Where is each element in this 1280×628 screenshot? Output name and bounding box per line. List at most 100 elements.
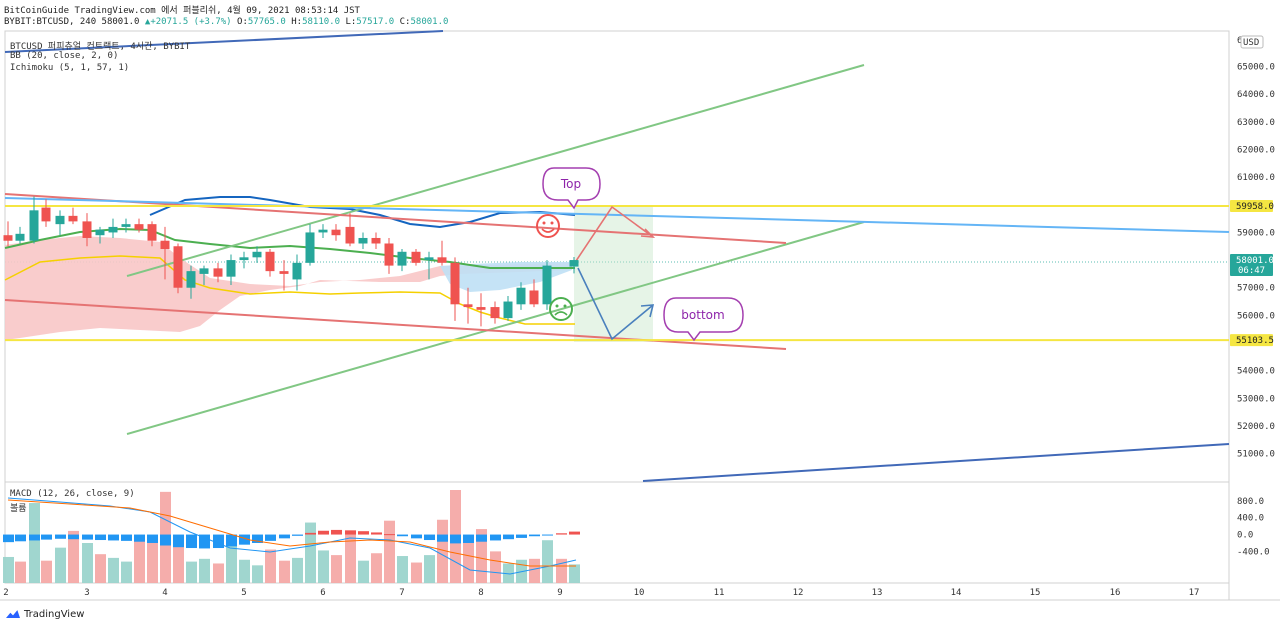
price-tick-7[interactable]: 56000.0 bbox=[1237, 311, 1275, 321]
macd-hist-bar-9 bbox=[121, 534, 132, 541]
high-value: 58110.0 bbox=[302, 17, 341, 27]
volume-bar-0 bbox=[3, 556, 14, 583]
volume-bar-10 bbox=[134, 536, 145, 583]
macd-tick-2[interactable]: 0.0 bbox=[1237, 531, 1253, 541]
legend-macd[interactable]: MACD (12, 26, close, 9) bbox=[10, 489, 135, 499]
volume-bar-6 bbox=[82, 543, 93, 583]
ohlc-bar: BYBIT:BTCUSD, 240 58001.0 ▲+2071.5 (+3.7… bbox=[4, 17, 448, 27]
channel-upper-line bbox=[126, 64, 865, 277]
time-tick-5[interactable]: 7 bbox=[399, 588, 404, 598]
time-tick-4[interactable]: 6 bbox=[320, 588, 325, 598]
price-tick-8[interactable]: 54000.0 bbox=[1237, 367, 1275, 377]
annotations[interactable]: Top bottom bbox=[536, 167, 744, 342]
price-tick-1[interactable]: 64000.0 bbox=[1237, 90, 1275, 100]
cloud-bullish-area bbox=[440, 262, 572, 292]
candle-body-10 bbox=[134, 224, 144, 230]
time-tick-0[interactable]: 2 bbox=[3, 588, 8, 598]
time-tick-1[interactable]: 3 bbox=[84, 588, 89, 598]
candle-body-37 bbox=[490, 307, 500, 319]
price-change: +2071.5 (+3.7%) bbox=[150, 17, 232, 27]
candle-body-7 bbox=[95, 229, 105, 236]
price-tag-1[interactable]: 58001.0 bbox=[1236, 256, 1274, 266]
macd-tick-0[interactable]: 800.0 bbox=[1237, 497, 1264, 507]
scenario-path-down bbox=[577, 267, 654, 341]
macd-hist-bar-40 bbox=[529, 534, 540, 537]
price-tick-4[interactable]: 61000.0 bbox=[1237, 173, 1275, 183]
price-tick-2[interactable]: 63000.0 bbox=[1237, 118, 1275, 128]
time-tick-6[interactable]: 8 bbox=[478, 588, 483, 598]
volume-bar-35 bbox=[463, 540, 474, 583]
legend-bb[interactable]: BB (20, close, 2, 0) bbox=[10, 51, 119, 61]
ichimoku-cloud bbox=[5, 207, 653, 342]
callout-bottom[interactable] bbox=[663, 297, 744, 342]
price-tick-cut: 6 bbox=[1237, 36, 1242, 46]
candle-body-13 bbox=[173, 246, 183, 288]
volume-bar-24 bbox=[318, 550, 329, 583]
macd-pane bbox=[3, 490, 580, 583]
macd-hist-bar-21 bbox=[279, 534, 290, 539]
time-tick-11[interactable]: 13 bbox=[872, 588, 883, 598]
callout-top-label[interactable]: Top bbox=[560, 177, 581, 191]
candle-body-29 bbox=[384, 243, 394, 266]
volume-bar-9 bbox=[121, 561, 132, 583]
macd-hist-bar-16 bbox=[213, 534, 224, 549]
volume-bar-14 bbox=[186, 561, 197, 583]
time-tick-3[interactable]: 5 bbox=[241, 588, 246, 598]
macd-hist-bar-32 bbox=[424, 534, 435, 541]
legend-ichimoku[interactable]: Ichimoku (5, 1, 57, 1) bbox=[10, 63, 130, 73]
time-tick-2[interactable]: 4 bbox=[162, 588, 167, 598]
volume-bar-17 bbox=[226, 538, 237, 583]
volume-bar-40 bbox=[529, 558, 540, 583]
price-tag-2[interactable]: 55103.5 bbox=[1236, 336, 1274, 346]
volume-bar-2 bbox=[29, 503, 40, 583]
price-tick-9[interactable]: 53000.0 bbox=[1237, 394, 1275, 404]
currency-label[interactable]: USD bbox=[1243, 38, 1259, 48]
time-tick-12[interactable]: 14 bbox=[951, 588, 962, 598]
macd-hist-bar-7 bbox=[95, 534, 106, 541]
price-tag-bg-0[interactable] bbox=[1230, 199, 1273, 212]
macd-hist-bar-37 bbox=[490, 534, 501, 541]
tradingview-logo-icon bbox=[6, 610, 20, 618]
time-tick-9[interactable]: 11 bbox=[714, 588, 725, 598]
callout-bottom-label[interactable]: bottom bbox=[681, 308, 724, 322]
price-tick-3[interactable]: 62000.0 bbox=[1237, 146, 1275, 156]
macd-hist-bar-5 bbox=[68, 534, 79, 540]
price-tick-5[interactable]: 59000.0 bbox=[1237, 228, 1275, 238]
macd-tick-3[interactable]: -400.0 bbox=[1237, 547, 1270, 557]
price-tick-11[interactable]: 51000.0 bbox=[1237, 450, 1275, 460]
volume-bar-42 bbox=[556, 558, 567, 583]
volume-bar-22 bbox=[292, 557, 303, 583]
time-axis[interactable]: 2 3 4 5 6 7 8 9 10 11 12 13 14 15 16 17 bbox=[3, 588, 1199, 598]
high-label: H: bbox=[291, 17, 303, 27]
candle-body-30 bbox=[397, 251, 407, 266]
time-tick-15[interactable]: 17 bbox=[1189, 588, 1200, 598]
price-tag-bg-1[interactable] bbox=[1230, 254, 1273, 277]
price-tick-0[interactable]: 65000.0 bbox=[1237, 63, 1275, 73]
candle-body-33 bbox=[437, 257, 447, 263]
candle-body-9 bbox=[121, 224, 131, 227]
tradingview-logo[interactable]: TradingView bbox=[6, 609, 84, 620]
candle-body-0 bbox=[3, 235, 13, 241]
time-tick-10[interactable]: 12 bbox=[793, 588, 804, 598]
price-tick-10[interactable]: 52000.0 bbox=[1237, 422, 1275, 432]
legend-volume[interactable]: 볼륨 bbox=[10, 504, 27, 514]
price-tick-6[interactable]: 57000.0 bbox=[1237, 284, 1275, 294]
time-tick-7[interactable]: 9 bbox=[557, 588, 562, 598]
time-tick-14[interactable]: 16 bbox=[1110, 588, 1121, 598]
legend-title[interactable]: BTCUSD 퍼피츄얼 컨트랙트, 4시간, BYBIT bbox=[10, 42, 191, 52]
candle-body-27 bbox=[358, 237, 368, 244]
volume-bar-19 bbox=[252, 565, 263, 583]
macd-tick-1[interactable]: 400.0 bbox=[1237, 514, 1264, 524]
price-axis[interactable]: 65000.0 64000.0 63000.0 62000.0 61000.0 59000… bbox=[1230, 35, 1275, 557]
publish-info: BitCoinGuide TradingView.com 에서 퍼블리쉬, 4월… bbox=[4, 6, 360, 16]
currency-badge[interactable] bbox=[1240, 35, 1264, 49]
time-tick-13[interactable]: 15 bbox=[1030, 588, 1041, 598]
callout-top[interactable] bbox=[542, 167, 601, 210]
price-tag-bg-2[interactable] bbox=[1230, 334, 1273, 347]
price-tag-0[interactable]: 59958.0 bbox=[1236, 202, 1274, 212]
volume-bar-38 bbox=[503, 563, 514, 583]
volume-bar-8 bbox=[108, 557, 119, 583]
time-tick-8[interactable]: 10 bbox=[634, 588, 645, 598]
trendline-drawings[interactable] bbox=[4, 30, 1230, 482]
